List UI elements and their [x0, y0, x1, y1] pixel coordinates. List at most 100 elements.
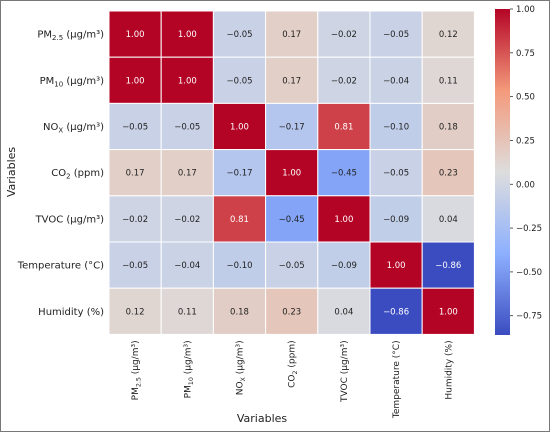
heatmap-cell — [160, 149, 214, 197]
heatmap-cell-label: 1.00 — [178, 76, 197, 86]
heatmap-cell-label: −0.86 — [435, 261, 461, 271]
heatmap-cell — [108, 241, 162, 289]
column-label: PM2.5 (μg/m³) — [131, 340, 143, 400]
colorbar-tick-label: 0.25 — [516, 136, 535, 146]
heatmap-cell-label: 1.00 — [178, 30, 197, 40]
heatmap-cell-label: −0.05 — [383, 169, 409, 179]
heatmap-cell-label: 1.00 — [387, 261, 406, 271]
heatmap-cell — [108, 10, 162, 58]
heatmap-cell-label: −0.05 — [226, 30, 252, 40]
heatmap-cell — [108, 149, 162, 197]
heatmap-cell-label: 0.18 — [230, 307, 249, 317]
heatmap-cell-label: −0.02 — [122, 215, 148, 225]
heatmap-cell-label: −0.05 — [174, 123, 200, 133]
heatmap-cell — [369, 102, 423, 151]
heatmap-cell-label: −0.45 — [331, 169, 357, 179]
row-label: Temperature (°C) — [17, 261, 104, 272]
heatmap-cell — [421, 287, 475, 335]
heatmap-cell — [108, 56, 162, 104]
y-axis-label: Variables — [5, 147, 18, 198]
heatmap-cell-label: 0.12 — [439, 30, 458, 40]
row-label: PM2.5 (μg/m³) — [37, 30, 104, 43]
heatmap-cell-label: 1.00 — [282, 169, 301, 179]
heatmap-cell — [421, 56, 475, 104]
heatmap-cell-label: 0.18 — [439, 123, 458, 133]
heatmap-cell-label: 0.04 — [334, 307, 353, 317]
heatmap-cell-label: −0.45 — [279, 215, 305, 225]
column-label: CO2 (ppm) — [288, 340, 300, 387]
heatmap-cell — [369, 287, 423, 335]
heatmap-cell-label: −0.17 — [279, 123, 305, 133]
heatmap-cell — [160, 102, 214, 151]
heatmap-cell-label: 1.00 — [439, 307, 458, 317]
heatmap-cell-label: 0.17 — [178, 169, 197, 179]
heatmap-cell-label: −0.86 — [383, 307, 409, 317]
heatmap-cells — [108, 10, 475, 335]
heatmap-cell — [212, 10, 267, 58]
heatmap-cell — [108, 287, 162, 335]
heatmap-cell-label: 0.11 — [439, 76, 458, 86]
row-labels: PM2.5 (μg/m³) PM10 (μg/m³) NOX (μg/m³) CO2 … — [17, 30, 104, 318]
heatmap-cell-label: 0.17 — [126, 169, 145, 179]
heatmap-cell-label: 1.00 — [334, 215, 353, 225]
heatmap-cell — [108, 195, 162, 243]
heatmap-cell-label: −0.05 — [383, 30, 409, 40]
heatmap-cell-label: 1.00 — [126, 76, 145, 86]
row-label: Humidity (%) — [38, 307, 104, 318]
heatmap-cell — [317, 241, 371, 289]
heatmap-cell-label: −0.04 — [383, 76, 409, 86]
heatmap-cell — [421, 241, 475, 289]
heatmap-cell-label: 1.00 — [230, 123, 249, 133]
heatmap-cell-labels: 1.00 1.00 −0.05 0.17 −0.02 −0.05 0.12 1.00 1.00 −… — [122, 30, 461, 317]
colorbar-tick-label: 1.00 — [516, 5, 535, 15]
heatmap-cell-label: −0.10 — [383, 123, 409, 133]
heatmap-cell-label: −0.05 — [122, 123, 148, 133]
heatmap-cell — [212, 287, 267, 335]
heatmap-cell-label: −0.05 — [122, 261, 148, 271]
colorbar-tick-label: −0.25 — [516, 224, 542, 234]
heatmap-cell — [369, 10, 423, 58]
heatmap-cell — [160, 241, 214, 289]
column-label: TVOC (μg/m³) — [340, 340, 350, 403]
heatmap-cell-label: −0.10 — [226, 261, 252, 271]
heatmap-cell-label: −0.05 — [279, 261, 305, 271]
heatmap-cell — [265, 241, 319, 289]
heatmap-cell-label: −0.17 — [226, 169, 252, 179]
heatmap-cell-label: 0.81 — [334, 123, 353, 133]
heatmap-cell-label: −0.09 — [331, 261, 357, 271]
heatmap-cell-label: 0.17 — [282, 30, 301, 40]
column-label: Humidity (%) — [444, 340, 454, 399]
heatmap-cell-label: 0.12 — [126, 307, 145, 317]
colorbar — [495, 9, 510, 335]
heatmap-cell-label: 0.17 — [282, 76, 301, 86]
heatmap-cell-label: −0.02 — [174, 215, 200, 225]
heatmap-cell — [212, 195, 267, 243]
colorbar-tick-label: −0.75 — [516, 312, 542, 322]
heatmap-cell-label: −0.05 — [226, 76, 252, 86]
heatmap-cell — [317, 56, 371, 104]
heatmap-cell — [421, 149, 475, 197]
colorbar-tick-label: −0.50 — [516, 268, 542, 278]
heatmap-cell-label: 0.04 — [439, 215, 458, 225]
heatmap-cell — [265, 102, 319, 151]
heatmap-cell-label: −0.09 — [383, 215, 409, 225]
x-axis-label: Variables — [237, 412, 288, 425]
row-label: NOX (μg/m³) — [43, 122, 104, 135]
column-label: PM10 (μg/m³) — [183, 340, 195, 398]
heatmap-cell-label: −0.04 — [174, 261, 200, 271]
column-labels: PM2.5 (μg/m³) PM10 (μg/m³) NOX (μg/m³) CO2 … — [131, 340, 454, 419]
heatmap-cell-label: 1.00 — [126, 30, 145, 40]
heatmap-cell — [317, 102, 371, 151]
row-label: TVOC (μg/m³) — [35, 214, 105, 225]
row-label: PM10 (μg/m³) — [40, 76, 105, 89]
heatmap-cell-label: 0.23 — [282, 307, 301, 317]
column-label: Temperature (°C) — [392, 340, 402, 419]
colorbar-tick-label: 0.50 — [516, 93, 535, 103]
heatmap-cell — [317, 287, 371, 335]
heatmap-cell — [421, 102, 475, 151]
colorbar-ticks: 1.00 0.75 0.50 0.25 0.00 −0.25 −0.50 −0.75 — [510, 5, 542, 322]
heatmap-cell — [212, 56, 267, 104]
heatmap-cell — [160, 10, 214, 58]
